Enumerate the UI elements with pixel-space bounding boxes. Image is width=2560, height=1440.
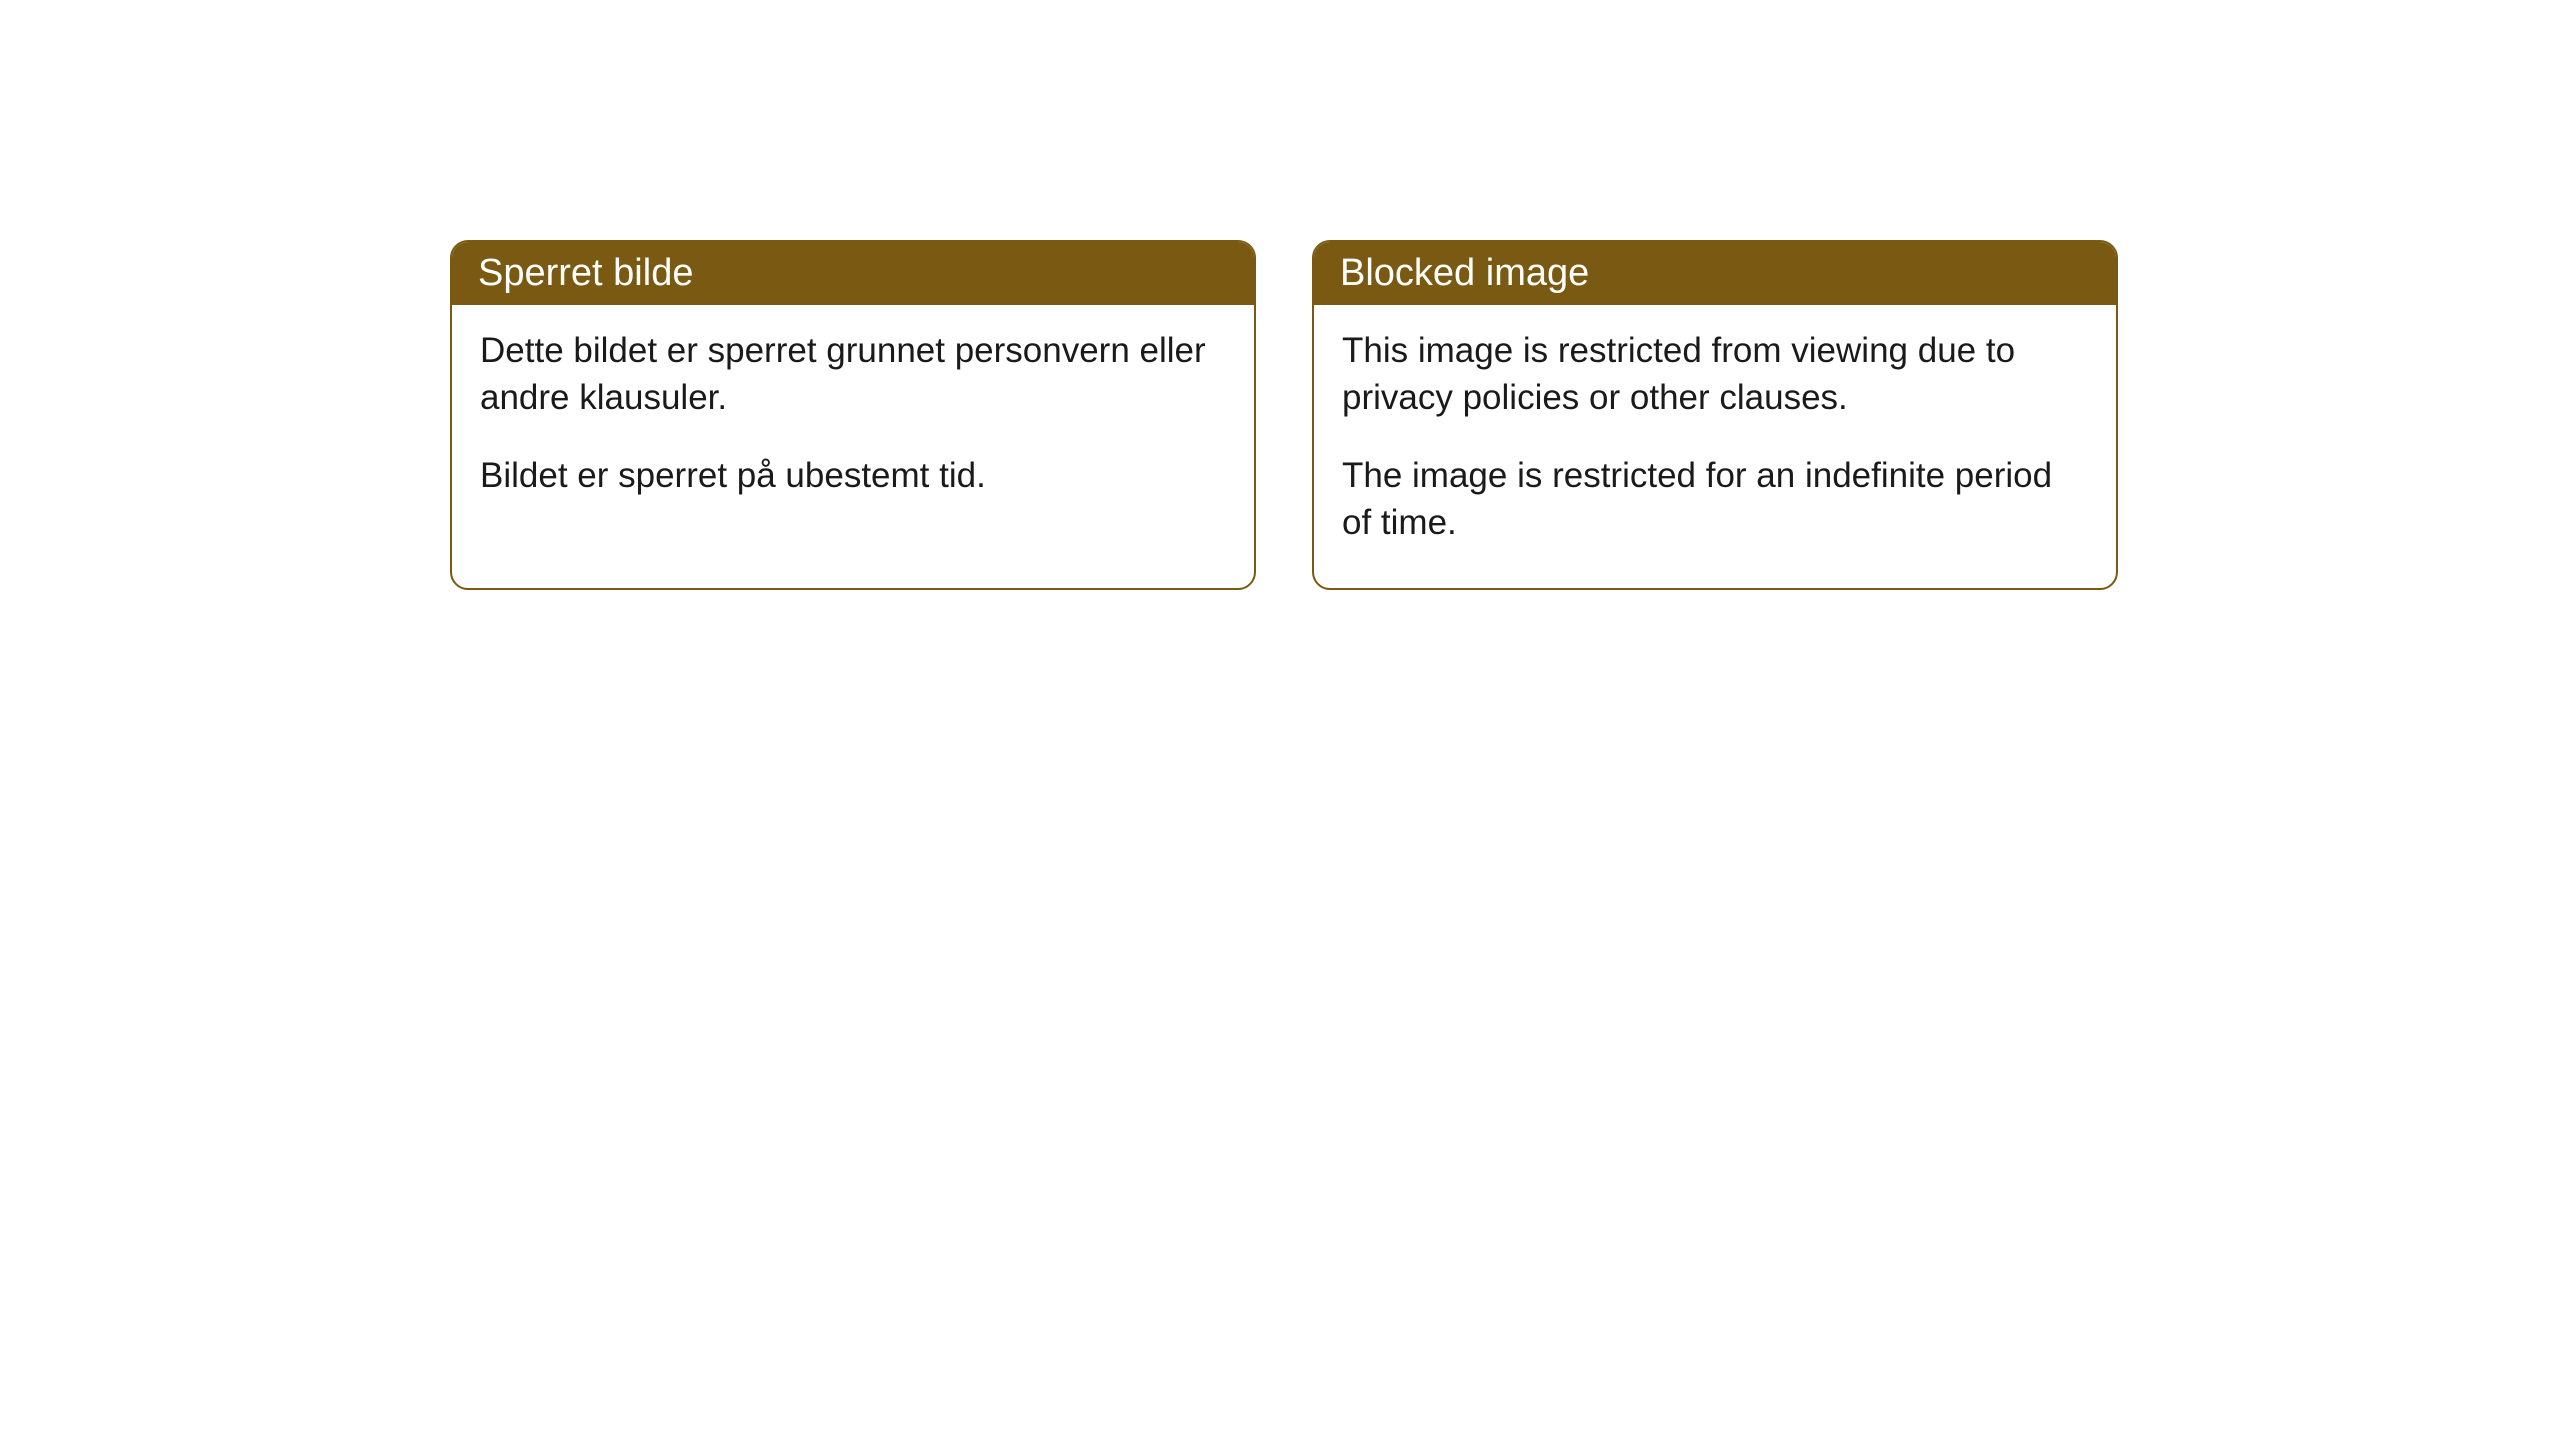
card-title: Blocked image xyxy=(1340,252,1589,294)
card-paragraph-1: This image is restricted from viewing du… xyxy=(1342,327,2088,422)
card-header-norwegian: Sperret bilde xyxy=(452,242,1254,305)
info-cards-container: Sperret bilde Dette bildet er sperret gr… xyxy=(450,240,2560,590)
card-paragraph-1: Dette bildet er sperret grunnet personve… xyxy=(480,327,1226,422)
card-title: Sperret bilde xyxy=(478,252,693,294)
card-paragraph-2: The image is restricted for an indefinit… xyxy=(1342,452,2088,547)
blocked-image-card-norwegian: Sperret bilde Dette bildet er sperret gr… xyxy=(450,240,1256,590)
blocked-image-card-english: Blocked image This image is restricted f… xyxy=(1312,240,2118,590)
card-header-english: Blocked image xyxy=(1314,242,2116,305)
card-body-english: This image is restricted from viewing du… xyxy=(1314,305,2116,588)
card-paragraph-2: Bildet er sperret på ubestemt tid. xyxy=(480,452,1226,499)
card-body-norwegian: Dette bildet er sperret grunnet personve… xyxy=(452,305,1254,541)
